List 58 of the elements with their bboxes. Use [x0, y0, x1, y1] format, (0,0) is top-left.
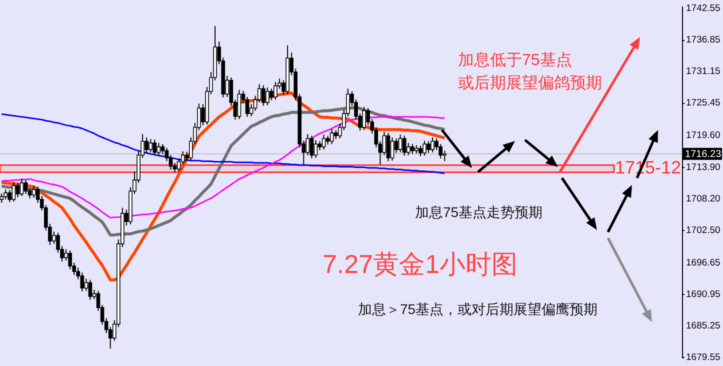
- candlestick: [382, 131, 386, 156]
- candlestick: [20, 178, 24, 197]
- candlestick: [266, 86, 270, 106]
- candlestick: [442, 150, 447, 162]
- candlestick: [306, 134, 310, 156]
- candlestick: [261, 84, 266, 106]
- candlestick: [426, 140, 430, 154]
- annotation: 加息＞75基点，或对后期展望偏鹰预期: [358, 301, 598, 317]
- candlestick: [245, 96, 250, 118]
- y-tick-label: 1708.20: [686, 193, 720, 204]
- y-tick-label: 1685.25: [686, 320, 720, 332]
- y-tick-label: 1696.65: [686, 257, 720, 268]
- y-tick-label: 1702.50: [686, 224, 720, 236]
- candlestick: [322, 134, 326, 150]
- candlestick: [88, 279, 92, 300]
- candlestick: [402, 135, 406, 156]
- candlestick: [0, 192, 4, 204]
- candlestick: [4, 188, 8, 200]
- candlestick: [148, 138, 153, 153]
- candlestick: [144, 136, 148, 154]
- y-tick-label: 1713.90: [686, 162, 720, 173]
- y-tick-label: 1679.55: [686, 352, 720, 364]
- ref-line-label: 1716.23: [685, 148, 722, 160]
- candlestick: [418, 145, 422, 157]
- candlestick: [152, 139, 157, 156]
- candlestick: [362, 106, 366, 131]
- line-series: [0, 113, 446, 174]
- candlestick: [314, 140, 318, 158]
- candlestick: [80, 272, 84, 292]
- annotation: 加息75基点走势预期: [415, 204, 543, 220]
- candlestick: [274, 81, 278, 100]
- candlestick: [24, 180, 28, 194]
- candlestick: [406, 142, 410, 156]
- y-tick-label: 1742.55: [686, 2, 720, 14]
- y-tick-label: 1725.45: [686, 98, 720, 109]
- candlestick: [310, 135, 314, 159]
- candlestick: [430, 136, 434, 153]
- candlestick: [237, 89, 242, 120]
- y-tick-label: 1731.15: [686, 66, 720, 78]
- candlestick: [32, 186, 36, 198]
- text: 加息低于75基点: [458, 51, 572, 69]
- candlestick: [398, 134, 402, 153]
- candlestick: [270, 88, 274, 101]
- candlestick: [410, 144, 414, 155]
- text: 7.27黄金1小时图: [322, 249, 518, 279]
- y-tick-label: 1736.85: [686, 34, 720, 46]
- candlestick: [390, 136, 394, 162]
- candlestick: [168, 154, 173, 170]
- text: 或后期展望偏鸽预期: [458, 74, 602, 92]
- candlestick: [12, 181, 16, 202]
- y-tick-label: 1719.60: [686, 130, 720, 142]
- y-tick-label: 1690.95: [686, 288, 720, 300]
- candlestick: [386, 132, 390, 162]
- candlestick: [249, 104, 254, 117]
- candlestick: [422, 140, 426, 156]
- candlestick: [176, 158, 181, 172]
- candlestick: [16, 182, 20, 198]
- candlestick: [330, 128, 334, 145]
